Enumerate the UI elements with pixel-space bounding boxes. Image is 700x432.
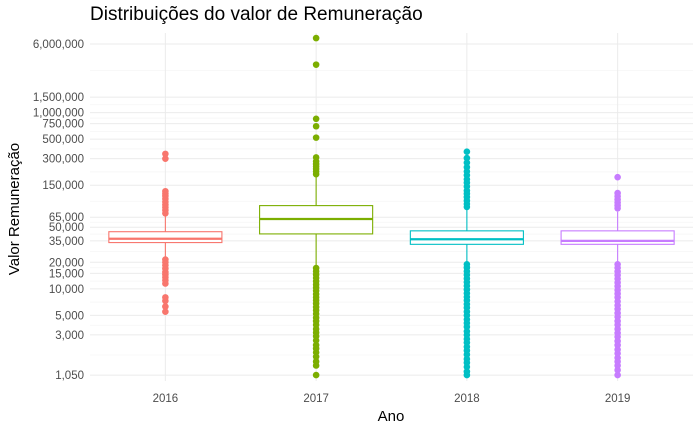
y-tick-label: 500,000 <box>42 134 84 146</box>
y-tick-label: 15,000 <box>49 268 84 280</box>
box-iqr <box>108 231 223 244</box>
outlier-point <box>162 294 169 301</box>
y-tick-label: 6,000,000 <box>33 39 84 51</box>
y-tick-label: 50,000 <box>49 222 84 234</box>
outlier-point <box>614 371 621 379</box>
y-tick-label: 65,000 <box>49 212 84 224</box>
outlier-point <box>162 303 169 310</box>
outlier-point <box>162 150 169 158</box>
outlier-point <box>463 159 471 166</box>
outlier-point <box>463 163 471 171</box>
outlier-point <box>614 366 621 374</box>
box-iqr <box>560 230 675 245</box>
grid-major <box>90 33 693 381</box>
y-tick-label: 1,050 <box>55 370 84 382</box>
outlier-point <box>312 154 320 161</box>
boxplot-2018 <box>409 148 524 379</box>
outlier-point <box>614 173 621 181</box>
y-tick-label: 35,000 <box>49 236 84 248</box>
outlier-point <box>463 355 471 363</box>
outlier-point <box>312 134 320 141</box>
boxplot-2017 <box>259 34 374 379</box>
x-tick-label: 2019 <box>605 393 631 405</box>
outlier-point <box>312 341 320 349</box>
outlier-point <box>312 34 320 42</box>
outlier-point <box>312 264 320 272</box>
x-axis-ticks: 2016 2017 2018 2019 <box>153 393 631 405</box>
y-tick-label: 1,500,000 <box>33 92 84 104</box>
y-tick-label: 5,000 <box>55 310 84 322</box>
outlier-point <box>312 115 320 123</box>
outlier-point <box>463 260 471 268</box>
boxplot-2016 <box>108 150 223 316</box>
outlier-point <box>312 371 320 379</box>
boxplot-2019 <box>560 173 675 379</box>
y-tick-label: 150,000 <box>42 180 84 192</box>
grid-minor <box>90 70 693 356</box>
outlier-point <box>312 122 320 130</box>
outlier-point <box>312 61 320 68</box>
box-iqr <box>409 230 524 245</box>
x-axis-title: Ano <box>378 408 405 425</box>
outlier-point <box>312 358 320 365</box>
y-tick-label: 3,000 <box>55 330 84 342</box>
x-tick-label: 2017 <box>303 393 329 405</box>
y-tick-label: 10,000 <box>49 284 84 296</box>
outlier-point <box>162 308 169 316</box>
y-tick-label: 1,000,000 <box>33 108 84 120</box>
outlier-point <box>162 187 169 195</box>
chart-title: Distribuições do valor de Remuneração <box>90 4 423 25</box>
x-tick-label: 2018 <box>454 393 480 405</box>
y-tick-label: 750,000 <box>42 119 84 131</box>
outlier-point <box>463 368 471 375</box>
outlier-point <box>463 148 471 155</box>
y-tick-label: 300,000 <box>42 154 84 166</box>
y-axis-title: Valor Remuneração <box>6 143 23 275</box>
outlier-point <box>614 189 621 197</box>
outlier-point <box>162 155 169 162</box>
outlier-point <box>463 154 471 162</box>
boxplots <box>108 34 675 379</box>
y-tick-label: 20,000 <box>49 257 84 269</box>
outlier-point <box>614 260 621 268</box>
outlier-point <box>162 256 169 263</box>
x-tick-label: 2016 <box>153 393 179 405</box>
